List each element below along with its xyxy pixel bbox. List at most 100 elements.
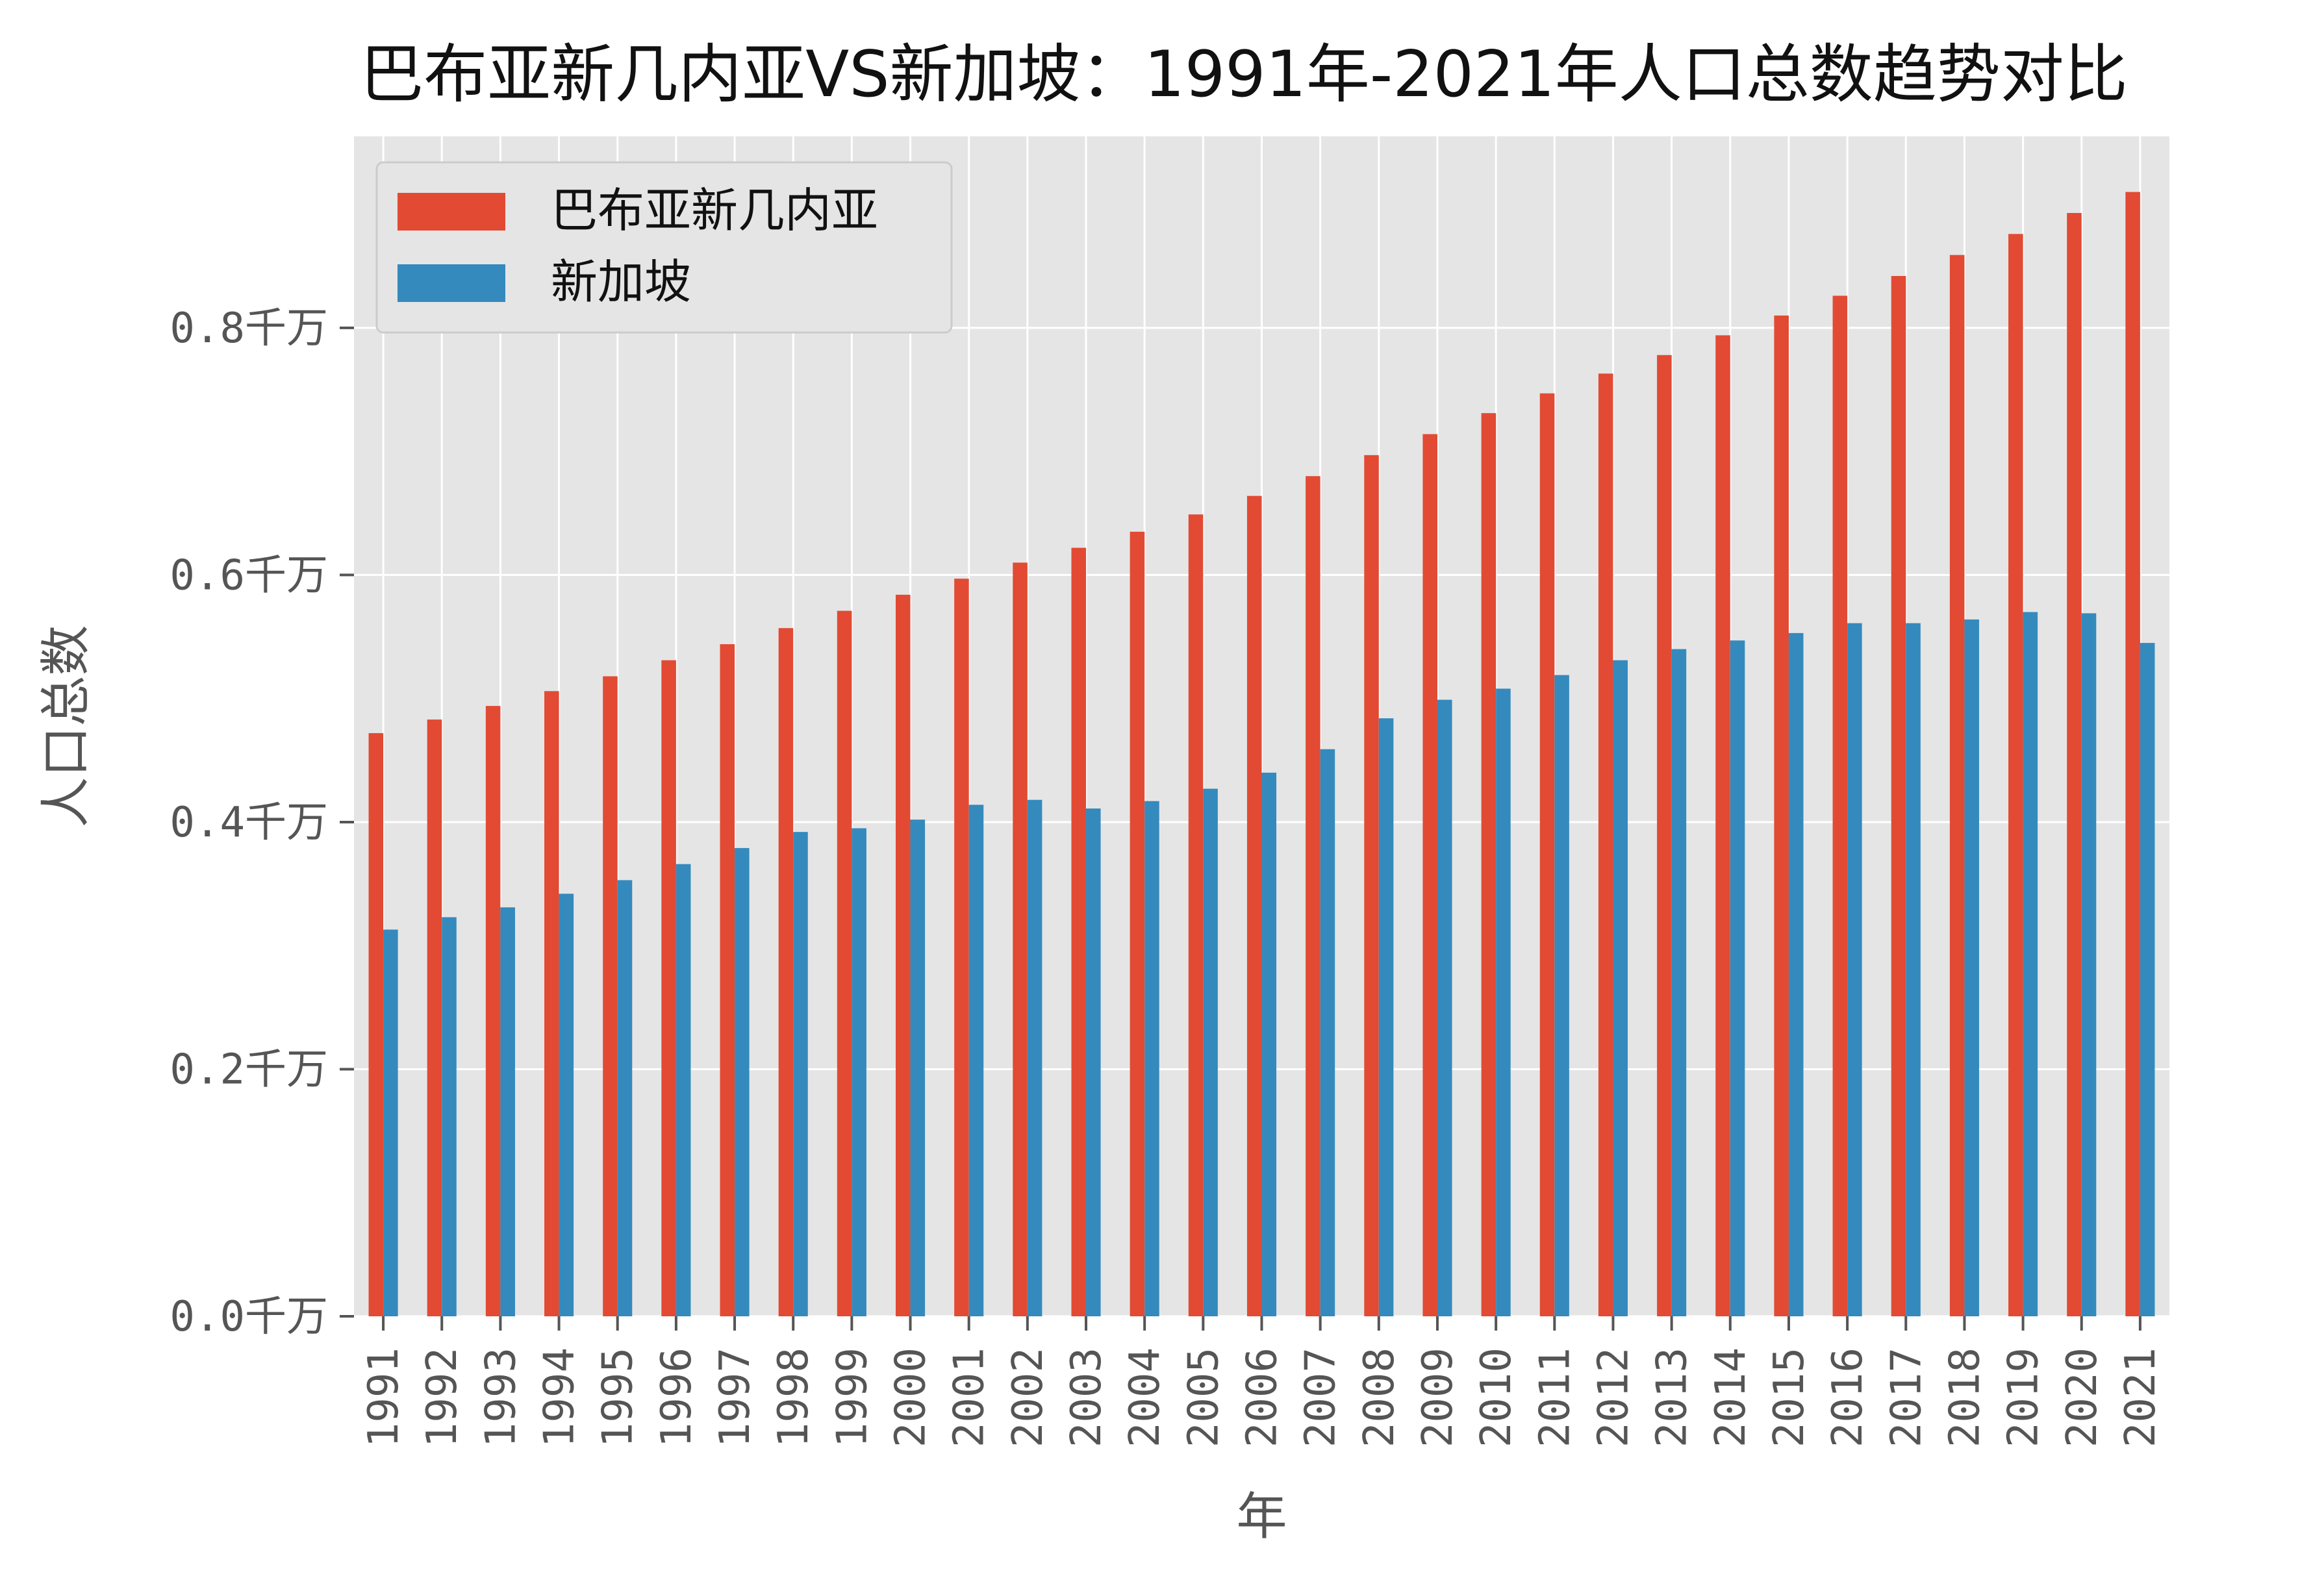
- x-tick-label: 2014: [1707, 1347, 1755, 1447]
- bar-png: [485, 706, 501, 1316]
- x-tick-label: 1991: [360, 1347, 408, 1447]
- bar-png: [1539, 393, 1555, 1316]
- x-tick-label: 1994: [536, 1347, 584, 1447]
- x-tick-label: 1992: [418, 1347, 466, 1447]
- bar-png: [2125, 192, 2140, 1316]
- bar-singapore: [1144, 801, 1159, 1316]
- x-tick-label: 2015: [1765, 1347, 1813, 1447]
- bar-png: [1422, 434, 1437, 1316]
- x-tick-label: 2007: [1297, 1347, 1345, 1447]
- x-tick-label: 2009: [1414, 1347, 1462, 1447]
- x-tick-label: 2000: [887, 1347, 935, 1447]
- bar-singapore: [2023, 612, 2038, 1317]
- x-axis-label: 年: [1236, 1488, 1287, 1546]
- bar-png: [2008, 234, 2023, 1317]
- legend-swatch-singapore: [398, 264, 505, 302]
- bar-png: [1774, 315, 1789, 1316]
- bar-png: [1306, 476, 1320, 1316]
- bar-singapore: [1203, 788, 1218, 1316]
- bars: [368, 192, 2155, 1317]
- bar-singapore: [2081, 613, 2097, 1317]
- bar-singapore: [968, 805, 984, 1316]
- bar-png: [1715, 335, 1730, 1316]
- bar-singapore: [676, 864, 691, 1316]
- bar-png: [2067, 212, 2082, 1317]
- bar-singapore: [1788, 632, 1804, 1317]
- bar-singapore: [1086, 808, 1101, 1316]
- bar-singapore: [1437, 699, 1452, 1316]
- bar-singapore: [617, 880, 633, 1316]
- bar-singapore: [1027, 799, 1042, 1316]
- x-tick-label: 1995: [594, 1347, 642, 1447]
- x-tick-label: 1998: [770, 1347, 818, 1447]
- bar-png: [778, 628, 794, 1316]
- x-tick-label: 2006: [1239, 1347, 1287, 1447]
- bar-singapore: [852, 828, 866, 1316]
- y-tick-label: 0.8千万: [170, 305, 328, 353]
- bar-png: [544, 691, 559, 1316]
- bar-png: [720, 644, 735, 1317]
- bar-singapore: [793, 832, 808, 1316]
- x-tick-label: 1999: [828, 1347, 876, 1447]
- x-tick-label: 2021: [2117, 1347, 2165, 1447]
- bar-singapore: [1671, 649, 1687, 1316]
- bar-png: [427, 720, 442, 1316]
- bar-png: [1949, 255, 1965, 1316]
- bar-singapore: [2140, 643, 2155, 1317]
- bar-png: [1246, 495, 1262, 1316]
- bar-png: [1598, 373, 1613, 1316]
- bar-png: [895, 594, 911, 1316]
- legend-frame: [375, 161, 953, 334]
- x-tick-label: 2012: [1589, 1347, 1637, 1447]
- x-tick-label: 2016: [1824, 1347, 1872, 1447]
- legend-swatch-png: [398, 193, 505, 231]
- bar-singapore: [1320, 749, 1335, 1316]
- y-tick-label: 0.0千万: [170, 1293, 328, 1341]
- legend: 巴布亚新几内亚 新加坡: [375, 161, 953, 334]
- bar-png: [1071, 547, 1087, 1316]
- x-tick-label: 2013: [1648, 1347, 1697, 1447]
- x-tick-label: 1993: [477, 1347, 525, 1447]
- bar-png: [368, 733, 384, 1316]
- y-tick-label: 0.2千万: [170, 1046, 328, 1094]
- bar-png: [1891, 275, 1906, 1316]
- x-tick-label: 2018: [1941, 1347, 1989, 1447]
- bar-png: [1013, 562, 1028, 1317]
- bar-png: [954, 579, 969, 1316]
- x-tick-label: 1997: [711, 1347, 759, 1447]
- x-tick-label: 2001: [946, 1347, 994, 1447]
- bar-singapore: [1906, 623, 1921, 1317]
- bar-png: [1130, 531, 1145, 1317]
- y-axis-label: 人口总数: [37, 625, 95, 827]
- legend-label-singapore: 新加坡: [551, 255, 691, 309]
- x-tick-label: 1996: [653, 1347, 701, 1447]
- y-tick-label: 0.6千万: [170, 551, 328, 599]
- x-tick-label: 2019: [2000, 1347, 2048, 1447]
- x-tick-label: 2020: [2058, 1347, 2106, 1447]
- bar-singapore: [1554, 675, 1569, 1316]
- bar-png: [1481, 413, 1497, 1316]
- legend-label-png: 巴布亚新几内亚: [551, 183, 878, 238]
- x-tick-label: 2017: [1882, 1347, 1930, 1447]
- bar-singapore: [383, 929, 398, 1316]
- bar-singapore: [1496, 688, 1511, 1316]
- bar-png: [837, 610, 852, 1316]
- bar-singapore: [1378, 718, 1394, 1316]
- bar-singapore: [1847, 623, 1862, 1317]
- bar-singapore: [1261, 772, 1277, 1316]
- x-tick-label: 2002: [1004, 1347, 1052, 1447]
- x-tick-label: 2010: [1472, 1347, 1521, 1447]
- bar-singapore: [442, 917, 457, 1316]
- x-tick-label: 2004: [1121, 1347, 1169, 1447]
- x-tick-label: 2003: [1063, 1347, 1111, 1447]
- chart-title: 巴布亚新几内亚VS新加坡：1991年-2021年人口总数趋势对比: [360, 38, 2127, 112]
- bar-png: [603, 676, 618, 1316]
- bar-singapore: [910, 820, 926, 1316]
- bar-png: [1657, 355, 1672, 1316]
- x-tick-label: 2011: [1531, 1347, 1579, 1447]
- bar-png: [1832, 295, 1848, 1316]
- bar-singapore: [1613, 660, 1628, 1316]
- bar-singapore: [500, 907, 515, 1316]
